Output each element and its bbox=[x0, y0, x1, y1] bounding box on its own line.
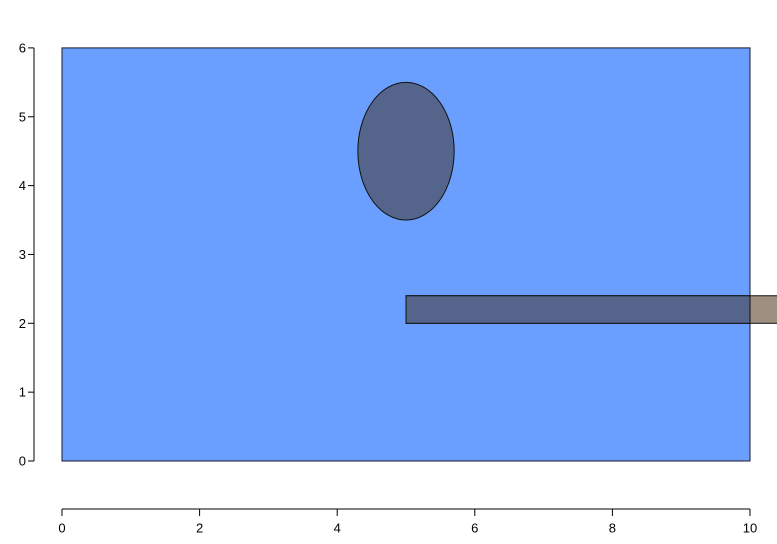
x-tick-label: 4 bbox=[334, 521, 341, 536]
y-tick-label: 6 bbox=[19, 40, 26, 55]
y-tick-label: 2 bbox=[19, 316, 26, 331]
x-tick-label: 0 bbox=[58, 521, 65, 536]
y-tick-label: 1 bbox=[19, 385, 26, 400]
axes: 0 1 2 3 4 5 6 0 2 4 6 8 10 bbox=[19, 40, 757, 535]
y-tick-label: 4 bbox=[19, 178, 26, 193]
y-tick-label: 3 bbox=[19, 247, 26, 262]
plot-area bbox=[61, 47, 777, 462]
x-tick-label: 8 bbox=[609, 521, 616, 536]
x-tick-label: 2 bbox=[196, 521, 203, 536]
x-tick-label: 6 bbox=[471, 521, 478, 536]
y-tick-label: 0 bbox=[19, 454, 26, 469]
y-tick-label: 5 bbox=[19, 109, 26, 124]
ellipse bbox=[357, 81, 455, 221]
x-tick-label: 10 bbox=[743, 521, 757, 536]
horizontal-bar bbox=[405, 295, 751, 324]
